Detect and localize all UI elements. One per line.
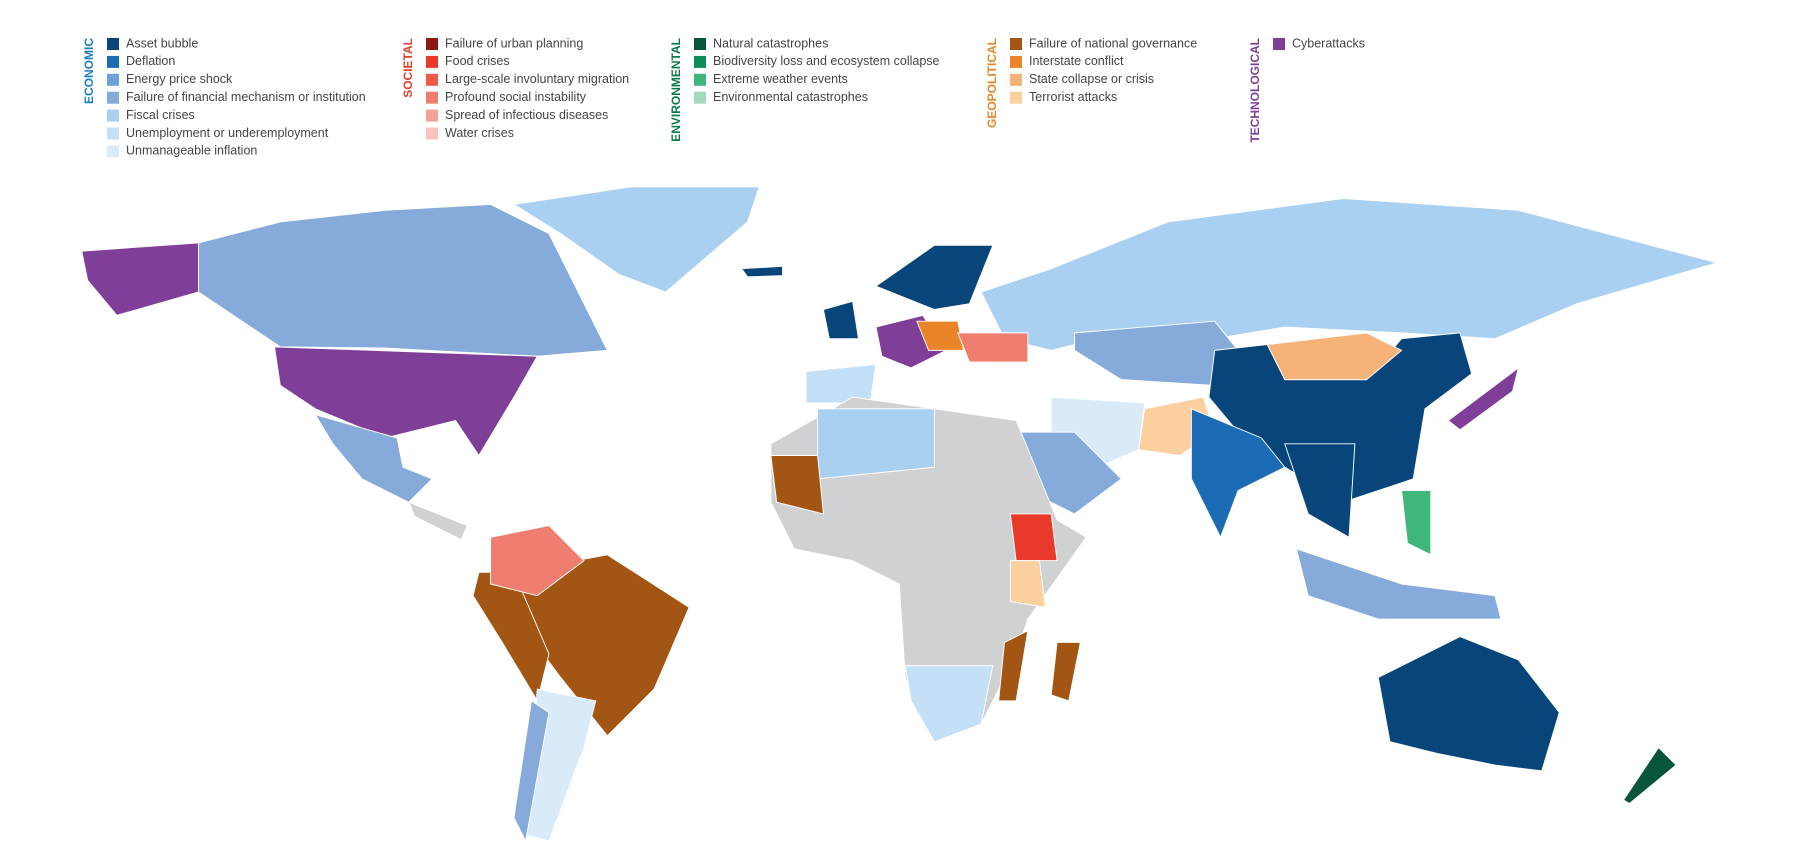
legend-label: Biodiversity loss and ecosystem collapse (713, 54, 940, 68)
legend-swatch (426, 38, 438, 50)
legend-swatch (107, 109, 119, 122)
group-title: SOCIETAL (401, 38, 415, 98)
legend-label: Profound social instability (445, 90, 587, 104)
legend-label: Terrorist attacks (1029, 90, 1117, 104)
region (805, 363, 877, 404)
legend-label: Fiscal crises (126, 108, 195, 122)
region (998, 629, 1029, 702)
region (904, 665, 994, 743)
region (407, 501, 468, 541)
legend-swatch (694, 91, 706, 104)
group-title: ENVIRONMENTAL (669, 38, 683, 142)
legend-swatch (1010, 38, 1022, 50)
legend-swatch (426, 73, 438, 86)
region (512, 186, 760, 293)
legend-swatch (694, 38, 706, 50)
legend-label: Food crises (445, 54, 510, 68)
region (1377, 636, 1560, 772)
region (957, 332, 1029, 363)
legend-label: Extreme weather events (713, 72, 848, 86)
legend-swatch (1010, 73, 1022, 86)
legend: ECONOMIC Asset bubble Deflation Energy pric… (82, 36, 1365, 157)
region (1266, 332, 1403, 381)
legend-label: Deflation (126, 54, 175, 68)
region (1401, 490, 1432, 556)
legend-label: Energy price shock (126, 72, 233, 86)
legend-label: State collapse or crisis (1029, 72, 1154, 86)
legend-swatch (107, 91, 119, 104)
region (81, 242, 200, 316)
region (314, 413, 433, 503)
region (1009, 513, 1058, 562)
region (1009, 560, 1046, 608)
legend-swatch (426, 127, 438, 140)
legend-swatch (1010, 91, 1022, 104)
region (1284, 443, 1356, 539)
region (875, 244, 994, 311)
legend-label: Spread of infectious diseases (445, 108, 608, 122)
region (513, 700, 550, 843)
legend-swatch (1273, 38, 1285, 50)
legend-label: Water crises (445, 126, 514, 140)
legend-swatch (426, 91, 438, 104)
legend-label: Large-scale involuntary migration (445, 72, 629, 86)
group-title: TECHNOLOGICAL (1248, 38, 1262, 143)
region (1190, 408, 1286, 539)
legend-swatch (107, 55, 119, 68)
legend-swatch (107, 38, 119, 50)
legend-label: Environmental catastrophes (713, 90, 868, 104)
legend-swatch (107, 73, 119, 86)
region (770, 455, 824, 515)
legend-label: Unmanageable inflation (126, 144, 257, 158)
legend-label: Failure of financial mechanism or instit… (126, 90, 366, 104)
group-title: ECONOMIC (82, 38, 96, 104)
legend-swatch (1010, 55, 1022, 68)
region (822, 300, 860, 340)
region (740, 265, 784, 278)
legend-swatch (426, 109, 438, 122)
legend-swatch (694, 55, 706, 68)
legend-label: Cyberattacks (1292, 36, 1365, 50)
legend-swatch (107, 145, 119, 158)
legend-swatch (107, 127, 119, 140)
region (1622, 746, 1677, 805)
legend-swatch (694, 73, 706, 86)
legend-label: Asset bubble (126, 36, 198, 50)
region (1295, 548, 1502, 620)
legend-label: Natural catastrophes (713, 36, 828, 50)
region (817, 408, 935, 480)
region (980, 198, 1719, 351)
legend-label: Failure of national governance (1029, 36, 1197, 50)
region (490, 525, 585, 597)
group-title: GEOPOLITICAL (985, 38, 999, 128)
legend-label: Unemployment or underemployment (126, 126, 329, 140)
region (1050, 641, 1081, 702)
world-map (81, 186, 1719, 843)
legend-label: Interstate conflict (1029, 54, 1124, 68)
legend-swatch (426, 55, 438, 68)
region (198, 203, 609, 357)
region (1447, 366, 1520, 431)
legend-label: Failure of urban planning (445, 36, 583, 50)
region (916, 320, 965, 351)
region (273, 346, 539, 457)
